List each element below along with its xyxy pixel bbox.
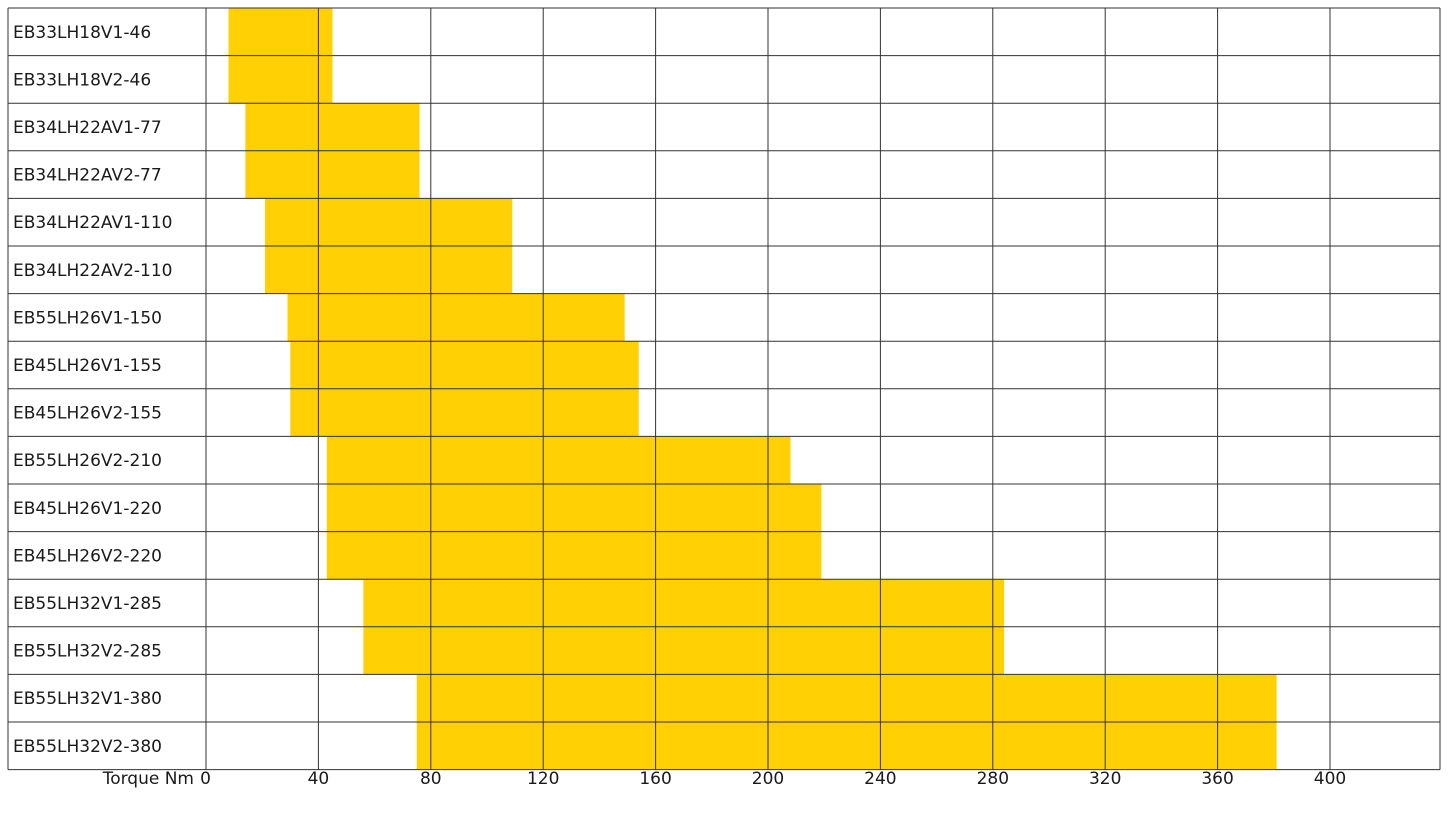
category-label: EB55LH32V1-380 bbox=[13, 689, 162, 709]
category-label: EB34LH22AV2-110 bbox=[13, 261, 173, 281]
bar-eb45lh26v1-155 bbox=[290, 341, 639, 389]
category-label: EB34LH22AV2-77 bbox=[13, 166, 162, 186]
bar-eb55lh32v2-285 bbox=[363, 626, 1005, 675]
category-label: EB34LH22AV1-110 bbox=[13, 213, 173, 233]
x-tick-label: 280 bbox=[977, 769, 1009, 789]
x-tick-label: 240 bbox=[864, 769, 896, 789]
x-axis-ticks: 0 40 80 120 160 200 240 280 320 360 400 bbox=[200, 769, 1346, 789]
category-label: EB45LH26V2-155 bbox=[13, 404, 162, 424]
x-tick-label: 120 bbox=[527, 769, 559, 789]
category-label: EB55LH32V1-285 bbox=[13, 594, 162, 614]
bar-eb33lh18v1-46 bbox=[228, 8, 333, 56]
x-tick-label: 320 bbox=[1089, 769, 1121, 789]
bar-eb55lh32v1-380 bbox=[416, 674, 1277, 722]
category-label: EB33LH18V2-46 bbox=[13, 70, 151, 90]
x-tick-label: 80 bbox=[420, 769, 442, 789]
category-label: EB45LH26V1-155 bbox=[13, 356, 162, 376]
bar-eb55lh32v1-285 bbox=[363, 579, 1005, 627]
category-label: EB33LH18V1-46 bbox=[13, 23, 151, 43]
bar-eb34lh22av1-77 bbox=[245, 103, 420, 151]
category-label: EB55LH32V2-285 bbox=[13, 642, 162, 662]
bar-eb55lh26v1-150 bbox=[287, 293, 625, 342]
bar-eb55lh26v2-210 bbox=[326, 436, 791, 484]
x-axis-label: Torque Nm bbox=[102, 769, 194, 789]
bar-eb34lh22av1-110 bbox=[265, 198, 513, 246]
category-label: EB55LH26V2-210 bbox=[13, 451, 162, 471]
x-tick-label: 200 bbox=[752, 769, 784, 789]
category-label: EB55LH32V2-380 bbox=[13, 737, 162, 757]
x-tick-label: 400 bbox=[1314, 769, 1346, 789]
grid-layer bbox=[7, 7, 1441, 771]
x-tick-label: 360 bbox=[1201, 769, 1233, 789]
bars-layer bbox=[228, 8, 1277, 770]
category-label: EB34LH22AV1-77 bbox=[13, 118, 162, 138]
category-label: EB45LH26V1-220 bbox=[13, 499, 162, 519]
category-label: EB55LH26V1-150 bbox=[13, 308, 162, 328]
category-labels: EB33LH18V1-46 EB33LH18V2-46 EB34LH22AV1-77… bbox=[13, 23, 173, 757]
category-label: EB45LH26V2-220 bbox=[13, 546, 162, 566]
x-tick-label: 160 bbox=[639, 769, 671, 789]
bar-eb34lh22av2-77 bbox=[245, 150, 420, 199]
x-tick-label: 0 bbox=[200, 769, 211, 789]
bar-eb45lh26v2-155 bbox=[290, 388, 639, 437]
bar-eb45lh26v2-220 bbox=[326, 531, 822, 580]
bar-eb34lh22av2-110 bbox=[265, 246, 513, 294]
bar-eb33lh18v2-46 bbox=[228, 55, 333, 104]
bar-eb55lh32v2-380 bbox=[416, 722, 1277, 770]
x-tick-label: 40 bbox=[308, 769, 330, 789]
bar-eb45lh26v1-220 bbox=[326, 484, 822, 532]
